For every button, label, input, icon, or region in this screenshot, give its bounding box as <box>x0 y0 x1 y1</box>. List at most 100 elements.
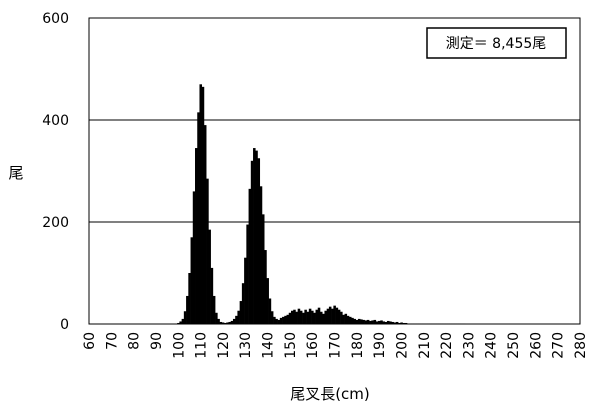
bar-139 <box>264 250 267 324</box>
bar-169 <box>331 308 334 324</box>
bar-203 <box>407 323 410 324</box>
bar-131 <box>246 224 249 324</box>
gridlines <box>89 119 580 223</box>
bar-150 <box>288 312 292 324</box>
x-tick-label: 70 <box>104 332 120 350</box>
annotation-text: 測定＝ 8,455尾 <box>446 36 547 52</box>
bar-212 <box>427 323 430 324</box>
bar-196 <box>391 321 394 324</box>
x-tick-label: 120 <box>216 332 232 359</box>
y-tick-labels: 0 200 400 600 <box>42 11 69 333</box>
bar-114 <box>208 229 211 324</box>
bar-152 <box>293 309 296 324</box>
bar-106 <box>190 237 194 324</box>
y-tick-label: 200 <box>42 215 69 231</box>
bar-177 <box>349 316 352 324</box>
bar-221 <box>447 323 450 324</box>
bar-127 <box>237 310 240 324</box>
bar-110 <box>199 84 203 324</box>
x-tick-label: 240 <box>484 332 500 359</box>
bar-201 <box>402 322 406 324</box>
bar-190 <box>378 320 381 324</box>
bar-104 <box>186 295 189 324</box>
bar-118 <box>217 318 220 324</box>
bar-176 <box>346 315 350 324</box>
bar-161 <box>313 312 316 324</box>
x-tick-label: 200 <box>394 332 410 359</box>
bar-132 <box>248 188 252 324</box>
bar-213 <box>429 323 432 324</box>
bar-193 <box>384 321 388 324</box>
x-tick-label: 210 <box>417 332 433 359</box>
bar-223 <box>451 323 455 324</box>
x-tick-label: 220 <box>439 332 455 359</box>
bar-198 <box>395 321 399 324</box>
x-tick-label: 170 <box>328 332 344 359</box>
bar-186 <box>369 320 372 324</box>
bar-153 <box>295 311 298 324</box>
bar-180 <box>355 319 359 324</box>
bar-137 <box>259 186 263 324</box>
x-tick-label: 250 <box>506 332 522 359</box>
bar-163 <box>317 307 321 324</box>
bar-225 <box>456 323 459 324</box>
bar-164 <box>319 311 323 324</box>
bar-111 <box>201 86 205 324</box>
bar-200 <box>400 322 403 324</box>
x-tick-label: 150 <box>283 332 299 359</box>
bar-202 <box>404 322 408 324</box>
bar-175 <box>344 313 348 324</box>
annotation-box: 測定＝ 8,455尾 <box>426 27 567 59</box>
bar-173 <box>340 311 343 324</box>
bar-125 <box>232 318 236 324</box>
bar-170 <box>333 305 336 324</box>
bar-100 <box>177 322 180 324</box>
bar-197 <box>393 322 397 324</box>
bar-157 <box>304 309 307 324</box>
bar-142 <box>270 311 274 324</box>
bar-145 <box>277 319 281 324</box>
bar-199 <box>398 322 401 324</box>
x-tick-label: 280 <box>573 332 589 359</box>
bar-107 <box>192 191 196 324</box>
y-tick-label: 600 <box>42 11 69 27</box>
bar-144 <box>275 318 278 324</box>
bar-109 <box>197 112 200 324</box>
bar-211 <box>424 323 428 324</box>
x-tick-label: 110 <box>194 332 210 359</box>
bar-130 <box>244 257 247 324</box>
x-tick-label: 90 <box>149 332 165 350</box>
x-tick-label: 190 <box>372 332 388 359</box>
bar-155 <box>299 310 303 324</box>
bar-146 <box>279 317 283 324</box>
bar-117 <box>215 312 218 324</box>
x-tick-label: 60 <box>82 332 98 350</box>
bar-series <box>177 84 466 324</box>
bar-219 <box>442 323 446 324</box>
bar-105 <box>188 273 191 324</box>
bar-210 <box>422 323 426 324</box>
x-tick-label: 140 <box>261 332 277 359</box>
bar-124 <box>230 320 234 324</box>
bar-182 <box>360 319 363 324</box>
bar-168 <box>328 306 332 324</box>
bar-148 <box>284 315 287 324</box>
bar-134 <box>253 148 256 324</box>
bar-121 <box>224 322 227 324</box>
bar-103 <box>183 311 187 324</box>
bar-162 <box>315 309 319 324</box>
bar-183 <box>362 319 365 324</box>
bar-112 <box>203 125 207 324</box>
bar-102 <box>181 318 185 324</box>
bar-156 <box>302 312 305 324</box>
bar-192 <box>382 321 386 324</box>
bar-214 <box>431 323 435 324</box>
bar-141 <box>268 298 272 324</box>
bar-228 <box>462 323 466 324</box>
x-tick-label: 80 <box>127 332 143 350</box>
bar-165 <box>322 313 325 324</box>
bar-188 <box>373 319 377 324</box>
bar-226 <box>458 323 461 324</box>
bar-195 <box>389 321 392 324</box>
